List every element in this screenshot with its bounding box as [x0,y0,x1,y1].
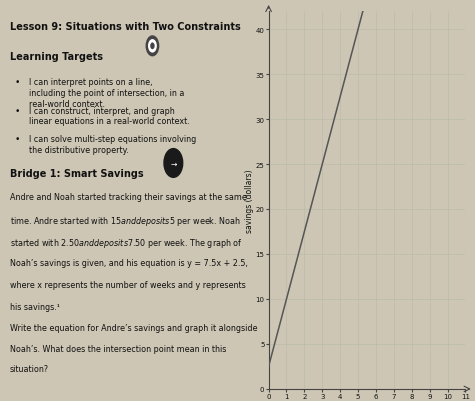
Text: Noah’s. What does the intersection point mean in this: Noah’s. What does the intersection point… [10,344,226,353]
Text: I can solve multi-step equations involving
the distributive property.: I can solve multi-step equations involvi… [29,134,197,154]
Text: Andre and Noah started tracking their savings at the same: Andre and Noah started tracking their sa… [10,193,247,202]
Text: I can construct, interpret, and graph
linear equations in a real-world context.: I can construct, interpret, and graph li… [29,106,190,126]
Text: •: • [15,78,20,87]
Text: Write the equation for Andre’s savings and graph it alongside: Write the equation for Andre’s savings a… [10,323,257,332]
Text: Lesson 9: Situations with Two Constraints: Lesson 9: Situations with Two Constraint… [10,21,240,31]
Text: →: → [170,159,177,168]
Y-axis label: savings (dollars): savings (dollars) [245,169,254,232]
Circle shape [164,149,183,178]
Circle shape [148,40,157,53]
Text: where x represents the number of weeks and y represents: where x represents the number of weeks a… [10,280,246,290]
Text: I can interpret points on a line,
including the point of intersection, in a
real: I can interpret points on a line, includ… [29,78,185,108]
Text: Bridge 1: Smart Savings: Bridge 1: Smart Savings [10,168,143,178]
Text: Noah’s savings is given, and his equation is y = 7.5x + 2.5,: Noah’s savings is given, and his equatio… [10,259,247,267]
Text: •: • [15,106,20,115]
Text: situation?: situation? [10,365,49,373]
Text: Learning Targets: Learning Targets [10,52,103,62]
Text: time. Andre started with $15 and deposits $5 per week. Noah: time. Andre started with $15 and deposit… [10,215,240,228]
Text: started with $2.50 and deposits $7.50 per week. The graph of: started with $2.50 and deposits $7.50 pe… [10,237,242,250]
Circle shape [150,43,155,50]
Text: •: • [15,134,20,144]
Circle shape [145,36,159,57]
Text: his savings.¹: his savings.¹ [10,302,60,311]
